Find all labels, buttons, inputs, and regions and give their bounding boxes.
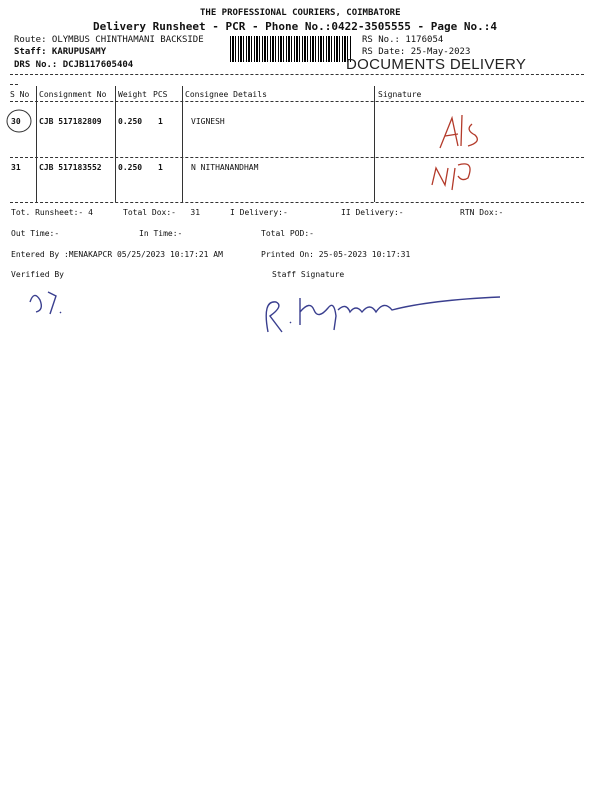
- signature-row-1: [439, 114, 478, 149]
- circle-mark: [6, 109, 32, 133]
- row-sno: 30: [11, 117, 21, 126]
- col-pcs: PCS: [153, 90, 168, 99]
- tot-runsheet: Tot. Runsheet:- 4: [11, 208, 93, 217]
- entered-by: Entered By :MENAKAPCR 05/25/2023 10:17:2…: [11, 250, 223, 259]
- col-sno: S No: [10, 90, 30, 99]
- divider: [10, 202, 584, 203]
- verified-signature: [29, 291, 62, 315]
- divider: [10, 74, 584, 75]
- in-time: In Time:-: [139, 229, 183, 238]
- printed-on: Printed On: 25-05-2023 10:17:31: [261, 250, 411, 259]
- divider: [10, 84, 18, 85]
- drs-number: DRS No.: DCJB117605404: [14, 60, 134, 70]
- row-consignee: N NITHANANDHAM: [191, 163, 259, 172]
- rs-number: RS No.: 1176054: [362, 35, 444, 45]
- rs-date: RS Date: 25-May-2023: [362, 47, 471, 57]
- row-consignment: CJB 517183552: [39, 163, 102, 172]
- signature-row-2: [431, 163, 471, 191]
- column-line: [115, 86, 116, 202]
- i-delivery: I Delivery:-: [230, 208, 288, 217]
- runsheet-subtitle: Delivery Runsheet - PCR - Phone No.:0422…: [93, 20, 497, 33]
- staff-signature-mark: [265, 296, 501, 333]
- col-weight: Weight: [118, 90, 147, 99]
- column-line: [374, 86, 375, 202]
- divider: [10, 101, 584, 102]
- row-weight: 0.250: [118, 117, 143, 126]
- verified-by-label: Verified By: [11, 270, 64, 279]
- row-pcs: 1: [158, 117, 163, 126]
- company-title: THE PROFESSIONAL COURIERS, COIMBATORE: [200, 8, 401, 18]
- col-consignment: Consignment No: [39, 90, 107, 99]
- barcode: [230, 36, 352, 62]
- documents-delivery-stamp: DOCUMENTS DELIVERY: [346, 56, 527, 73]
- route: Route: OLYMBUS CHINTHAMANI BACKSIDE: [14, 35, 204, 45]
- row-weight: 0.250: [118, 163, 143, 172]
- row-sno: 31: [11, 163, 21, 172]
- staff: Staff: KARUPUSAMY: [14, 47, 107, 57]
- ii-delivery: II Delivery:-: [341, 208, 404, 217]
- col-consignee: Consignee Details: [185, 90, 267, 99]
- row-pcs: 1: [158, 163, 163, 172]
- out-time: Out Time:-: [11, 229, 60, 238]
- row-consignment: CJB 517182809: [39, 117, 102, 126]
- total-pod: Total POD:-: [261, 229, 314, 238]
- column-line: [182, 86, 183, 202]
- divider: [10, 157, 584, 158]
- row-consignee: VIGNESH: [191, 117, 225, 126]
- rtn-dox: RTN Dox:-: [460, 208, 504, 217]
- col-signature: Signature: [378, 90, 422, 99]
- column-line: [36, 86, 37, 202]
- total-dox: Total Dox:- 31: [123, 208, 201, 217]
- staff-signature-label: Staff Signature: [272, 270, 345, 279]
